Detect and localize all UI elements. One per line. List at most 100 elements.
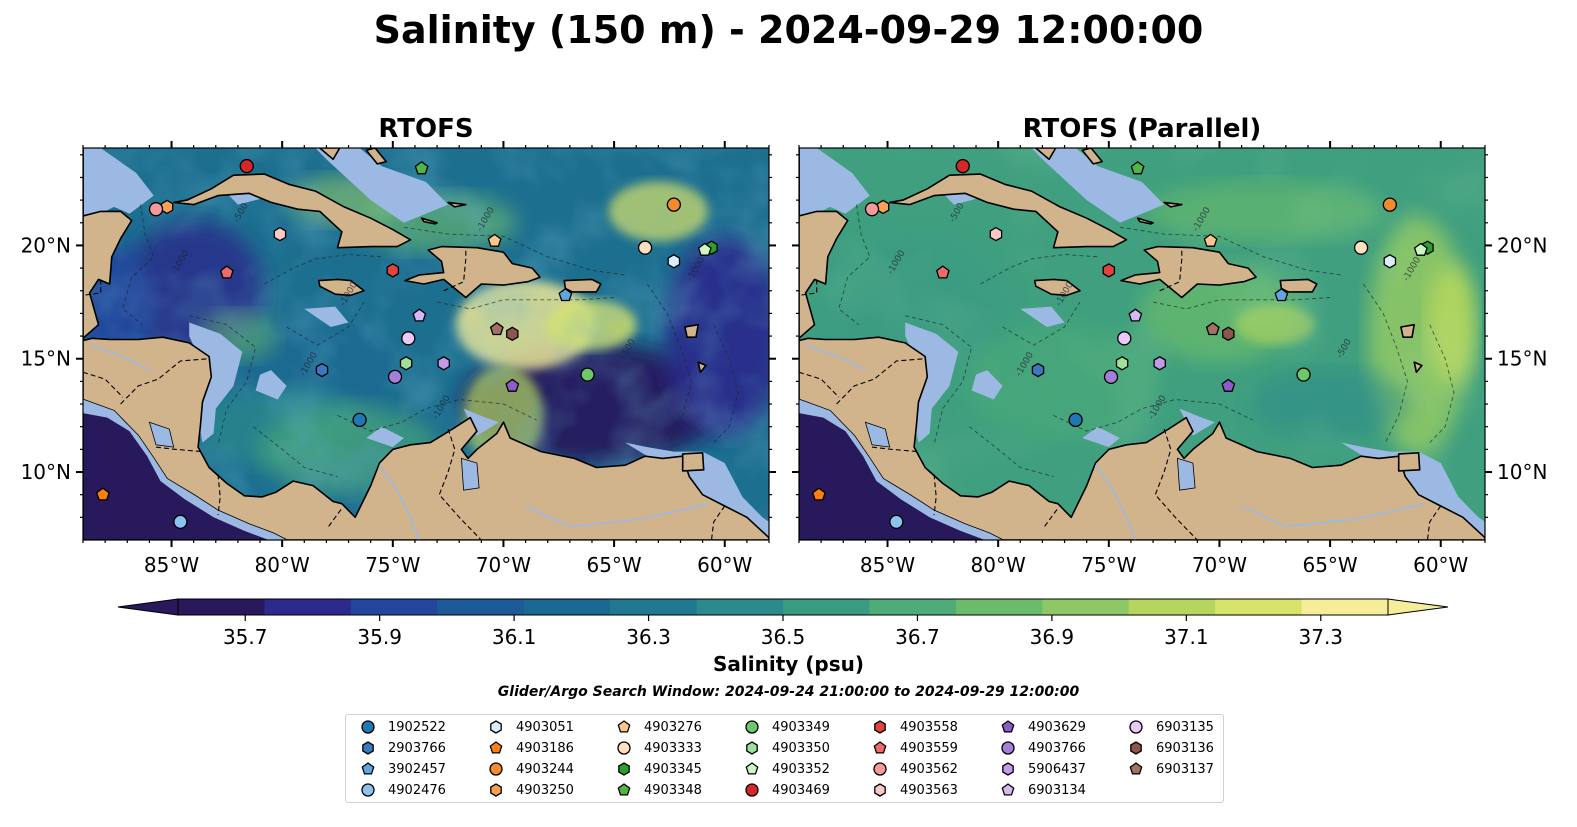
panel-title-rtofs: RTOFS [378, 114, 474, 144]
lon-tick-label: 65°W [1302, 553, 1357, 577]
legend-item-4903558: 4903558 [870, 717, 958, 737]
float-marker-6903136 [1222, 326, 1235, 342]
legend-label: 6903137 [1156, 761, 1214, 777]
river [525, 502, 708, 528]
bathymetry-contour [1119, 226, 1342, 276]
legend-label: 4903333 [644, 740, 702, 756]
hexagon-marker-icon [874, 783, 886, 797]
legend-label: 4903350 [772, 740, 830, 756]
float-marker-4903559 [935, 265, 950, 279]
float-marker-4903629 [505, 378, 520, 392]
colorbar-bin [264, 599, 352, 615]
bathymetry-contour [969, 426, 1054, 478]
float-marker-4903469 [239, 158, 254, 174]
country-border [1426, 505, 1442, 540]
legend-label: 4903345 [644, 761, 702, 777]
colorbar-bin [437, 599, 525, 615]
land-puertoRico [1279, 278, 1318, 293]
legend-label: 4903276 [644, 719, 702, 735]
legend-item-4902476: 4902476 [358, 780, 446, 800]
circle-marker-icon [489, 762, 503, 776]
float-legend: 1902522 2903766 3902457 4902476 4903051 49031… [345, 714, 1224, 803]
country-border [120, 358, 210, 405]
colorbar-bin [696, 599, 784, 615]
land-cuba [888, 173, 1128, 249]
shelf-area [971, 370, 1003, 400]
float-marker-4903244 [1382, 197, 1397, 212]
pentagon-marker-icon [617, 783, 631, 796]
country-border [1159, 250, 1183, 292]
land-trinidad [1397, 451, 1421, 472]
circle-marker-icon [745, 783, 759, 797]
figure-title: Salinity (150 m) - 2024-09-29 12:00:00 [373, 8, 1204, 52]
map-panel-rtofs-parallel: -1000-500-1000-1000-500-1000-1000-100085… [792, 141, 1547, 577]
float-marker-6903134 [1128, 308, 1143, 322]
colorbar-extend-max [1387, 598, 1449, 616]
bathymetry-contour [264, 254, 382, 285]
legend-item-4903629: 4903629 [998, 717, 1086, 737]
land-yucatan [799, 148, 849, 340]
colorbar-bin [1128, 599, 1216, 615]
legend-item-4903469: 4903469 [742, 780, 830, 800]
land-bahamas4 [447, 201, 467, 208]
shelf-area [83, 148, 154, 223]
legend-item-4903766: 4903766 [998, 738, 1086, 758]
float-marker-4903276 [487, 233, 502, 247]
colorbar-bin [610, 599, 698, 615]
float-marker-1902522 [1068, 412, 1083, 428]
circle-marker-icon [745, 720, 759, 734]
country-border [836, 358, 926, 405]
circle-marker-icon [361, 720, 375, 734]
float-marker-6903134 [412, 308, 427, 322]
legend-item-6903136: 6903136 [1126, 738, 1214, 758]
bathymetry-contour [905, 315, 973, 445]
lon-tick-label: 60°W [697, 553, 752, 577]
colorbar-tick-label: 37.1 [1164, 625, 1209, 649]
shelf-area [304, 306, 349, 327]
hexagon-marker-icon [1130, 741, 1142, 755]
bathymetry-contour [253, 426, 338, 478]
circle-marker-icon [1129, 720, 1143, 734]
lon-tick-label: 75°W [1081, 553, 1136, 577]
colorbar-bin [1301, 599, 1389, 615]
axes-frame [82, 147, 770, 541]
float-marker-4903352 [697, 242, 712, 256]
legend-label: 4903352 [772, 761, 830, 777]
legend-item-3902457: 3902457 [358, 759, 446, 779]
legend-label: 4903562 [900, 761, 958, 777]
float-marker-4903563 [273, 226, 287, 242]
hexagon-marker-icon [618, 762, 630, 776]
river [1094, 464, 1137, 540]
float-marker-4903349 [1296, 367, 1311, 382]
float-marker-4903250 [876, 199, 890, 215]
lat-tick-label: 10°N [21, 460, 71, 484]
bathymetry-contour [1053, 399, 1253, 432]
legend-label: 1902522 [388, 719, 446, 735]
bathymetry-contour [1153, 297, 1331, 310]
float-marker-4903558 [1102, 263, 1116, 278]
lake-nicaragua [148, 421, 175, 448]
shelf-area [463, 408, 499, 436]
legend-label: 5906437 [1028, 761, 1086, 777]
float-marker-6903137 [1205, 321, 1220, 336]
legend-item-5906437: 5906437 [998, 759, 1086, 779]
legend-item-4903276: 4903276 [614, 717, 702, 737]
bathymetry-contour [337, 399, 537, 432]
colorbar-tick-label: 36.7 [895, 625, 940, 649]
float-marker-4902476 [889, 514, 904, 530]
float-marker-4903352 [1413, 242, 1428, 256]
colorbar-tick-label: 35.9 [357, 625, 402, 649]
land-guadeloupe [1400, 323, 1415, 339]
float-marker-4903250 [160, 199, 174, 215]
pacific-shelf-band [83, 399, 287, 540]
legend-item-1902522: 1902522 [358, 717, 446, 737]
lon-tick-label: 80°W [971, 553, 1026, 577]
legend-label: 4903563 [900, 782, 958, 798]
shelf-area [1031, 148, 1165, 223]
float-marker-6903137 [489, 321, 504, 336]
hexagon-marker-icon [490, 783, 502, 797]
legend-item-4903350: 4903350 [742, 738, 830, 758]
bathymetry-contour [437, 297, 615, 310]
legend-item-4903345: 4903345 [614, 759, 702, 779]
